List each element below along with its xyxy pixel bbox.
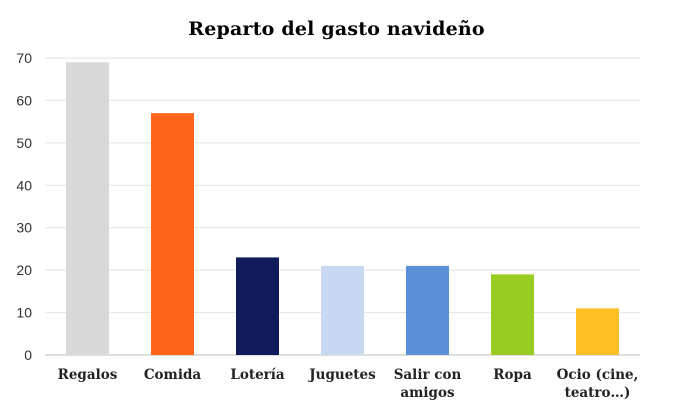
y-tick-label: 60	[16, 92, 32, 108]
bars	[66, 62, 619, 356]
bar	[321, 265, 364, 355]
y-tick-label: 50	[16, 135, 32, 151]
chart-title: Reparto del gasto navideño	[188, 18, 485, 40]
x-tick-label: Salir con	[394, 367, 462, 383]
y-tick-label: 70	[16, 50, 32, 66]
y-tick-label: 0	[24, 347, 32, 363]
bar	[491, 274, 534, 355]
bar	[576, 308, 619, 355]
x-tick-label: Juguetes	[308, 367, 376, 383]
x-tick-label: Comida	[144, 367, 202, 383]
x-tick-label: Lotería	[230, 367, 285, 383]
bar	[236, 257, 279, 355]
x-tick-label: teatro…)	[565, 385, 631, 401]
bar	[406, 265, 449, 355]
bar	[66, 62, 109, 355]
x-tick-label: Ocio (cine,	[557, 367, 639, 383]
x-tick-label: Regalos	[58, 367, 118, 383]
bar	[151, 113, 194, 356]
x-tick-label: Ropa	[493, 367, 532, 383]
labels: 0 10 20 30 40 50 60 70 Regalos Comida Lotería Jugue…	[16, 50, 638, 401]
y-tick-label: 20	[16, 262, 32, 278]
y-tick-label: 30	[16, 220, 32, 236]
y-tick-label: 40	[16, 177, 32, 193]
x-tick-label: amigos	[400, 385, 455, 401]
y-tick-label: 10	[16, 305, 32, 321]
